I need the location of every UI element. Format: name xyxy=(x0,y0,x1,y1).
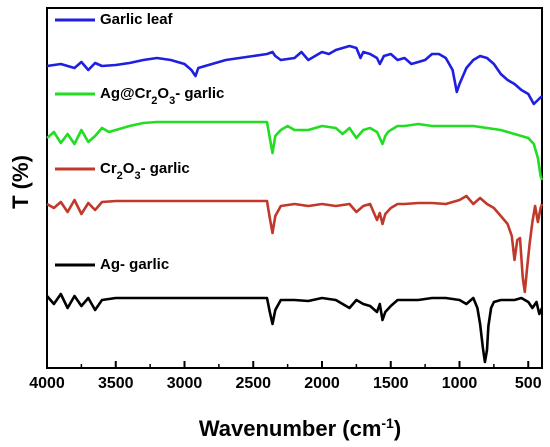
x-tick-label: 2500 xyxy=(235,375,271,392)
x-tick-label: 2000 xyxy=(304,375,340,392)
legend-label-1: Ag@Cr2O3- garlic xyxy=(100,85,224,107)
series-line-1 xyxy=(46,120,544,181)
legend-label-2: Cr2O3- garlic xyxy=(100,160,190,182)
x-tick-label: 500 xyxy=(515,375,542,392)
x-tick-label: 4000 xyxy=(29,375,65,392)
legend: Garlic leaf Ag@Cr2O3- garlic Cr2O3- garlic… xyxy=(55,11,224,273)
series-line-0 xyxy=(46,44,543,106)
x-tick-label: 1500 xyxy=(373,375,409,392)
x-tick-label: 3500 xyxy=(98,375,134,392)
legend-label-3: Ag- garlic xyxy=(100,256,169,273)
x-axis-ticks: 4000 3500 3000 2500 2000 1500 1000 500 xyxy=(29,361,542,392)
x-tick-label: 1000 xyxy=(442,375,478,392)
series-line-2 xyxy=(46,194,544,294)
legend-label-0: Garlic leaf xyxy=(100,11,174,28)
plot-frame xyxy=(46,7,543,369)
y-axis-label: T (%) xyxy=(8,155,33,209)
x-axis-label: Wavenumber (cm-1) xyxy=(199,415,401,441)
plot-area xyxy=(46,7,544,369)
series-line-3 xyxy=(46,292,544,364)
x-tick-label: 3000 xyxy=(167,375,203,392)
